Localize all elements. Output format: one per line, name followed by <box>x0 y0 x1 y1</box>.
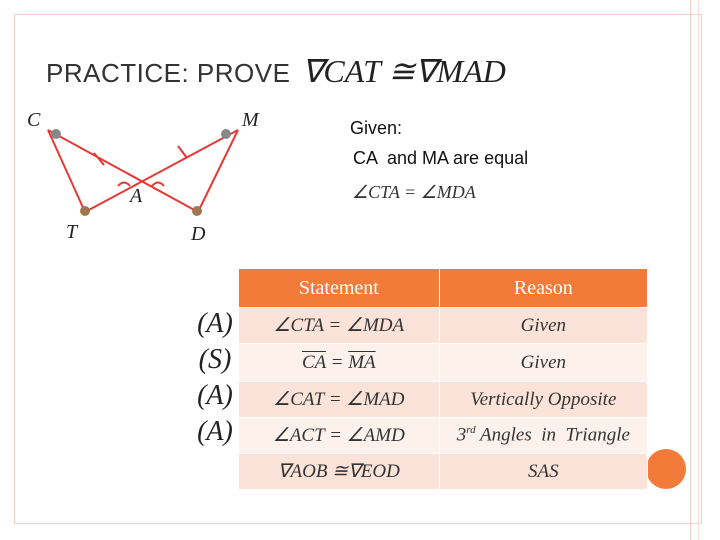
segment-ma-text: MA <box>348 351 376 373</box>
proof-codes: (A) (S) (A) (A) <box>192 306 238 450</box>
given-heading: Given: <box>350 118 403 138</box>
ordinal-suffix: rd <box>466 424 476 437</box>
accent-circle <box>646 449 686 489</box>
table-row: CA = MA Given <box>238 343 649 382</box>
vertex-label-d: D <box>190 223 206 245</box>
statement-cell: ∠ACT = ∠AMD <box>238 417 440 454</box>
vertex-m-dot <box>221 129 231 139</box>
segment-cd <box>47 129 199 213</box>
header-statement: Statement <box>238 268 440 308</box>
segment-ct <box>47 129 86 213</box>
reason-cell: Given <box>438 307 649 344</box>
slide-frame <box>14 14 702 524</box>
statement-cell: ∠CAT = ∠MAD <box>238 381 440 418</box>
slide-title-math: ∇CAT ≅∇MAD <box>302 53 506 89</box>
segment-mt <box>84 129 239 213</box>
vertex-d-dot <box>192 206 202 216</box>
reason-rest: Angles in Triangle <box>475 424 630 446</box>
table-row: ∠CTA = ∠MDA Given <box>238 307 649 344</box>
angle-arc-left <box>117 181 131 187</box>
segment-md <box>197 129 239 213</box>
given-angles: ∠CTA = ∠MDA <box>352 182 476 202</box>
reason-cell: Given <box>438 343 649 382</box>
proof-code: (A) <box>197 380 233 411</box>
vertex-t-dot <box>80 206 90 216</box>
header-reason: Reason <box>438 268 649 308</box>
proof-code: (S) <box>198 344 232 375</box>
proof-code: (A) <box>197 416 233 447</box>
frame-decor-line <box>690 0 691 540</box>
statement-cell: CA = MA <box>238 343 440 382</box>
reason-cell: 3rd Angles in Triangle <box>438 417 649 454</box>
table-row: ∇AOB ≅∇EOD SAS <box>238 453 649 490</box>
vertex-label-c: C <box>27 109 41 131</box>
table-row: ∠ACT = ∠AMD 3rd Angles in Triangle <box>238 417 649 454</box>
given-sides: CA and MA are equal <box>353 148 529 168</box>
table-row: ∠CAT = ∠MAD Vertically Opposite <box>238 381 649 418</box>
vertex-label-a: A <box>128 185 143 207</box>
vertex-label-m: M <box>241 109 260 131</box>
statement-cell: ∇AOB ≅∇EOD <box>238 453 440 490</box>
proof-table: Statement Reason ∠CTA = ∠MDA Given CA = … <box>238 268 649 490</box>
vertex-label-t: T <box>66 221 79 243</box>
tick-mark-ca <box>93 152 105 166</box>
reason-cell: Vertically Opposite <box>438 381 649 418</box>
vertex-c-dot <box>51 129 61 139</box>
ordinal-number: 3 <box>456 424 467 446</box>
tick-mark-ma <box>177 145 188 159</box>
statement-cell: ∠CTA = ∠MDA <box>238 307 440 344</box>
proof-code: (A) <box>197 308 233 339</box>
reason-cell: SAS <box>438 453 649 490</box>
segment-ca-text: CA <box>301 351 326 373</box>
slide-title: PRACTICE: PROVE <box>46 58 291 88</box>
equals-text: = <box>325 351 349 373</box>
frame-decor-line-inner <box>698 0 699 540</box>
triangle-diagram: C M A T D <box>27 109 260 245</box>
angle-arc-right <box>151 181 165 187</box>
